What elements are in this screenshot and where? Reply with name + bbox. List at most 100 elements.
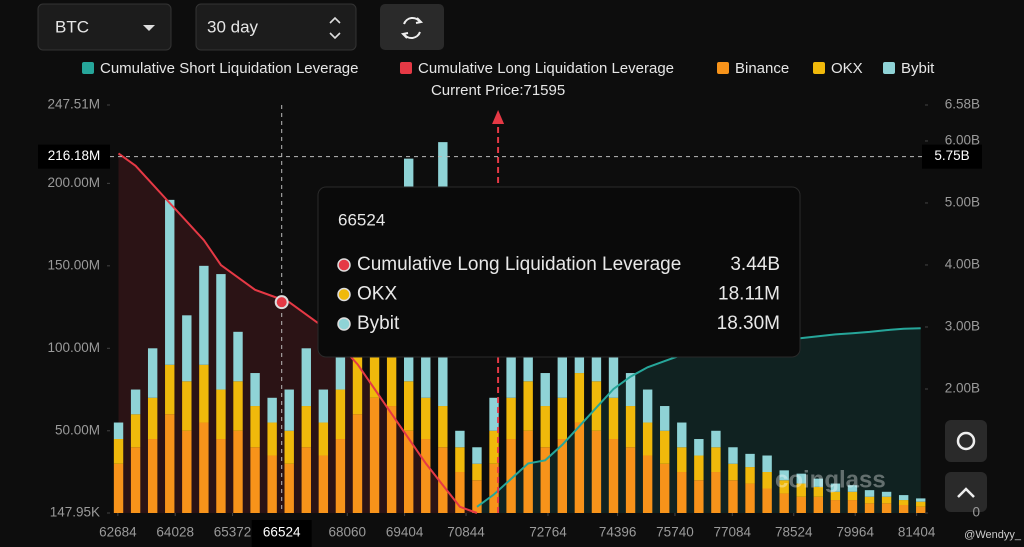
bar <box>779 480 789 494</box>
spinner <box>329 16 341 40</box>
bar <box>233 381 243 431</box>
bar <box>830 491 841 501</box>
bar <box>916 506 926 513</box>
bar <box>830 483 841 492</box>
dropdown[interactable] <box>37 3 172 51</box>
x-tick-label: 79964 <box>836 525 874 540</box>
tooltip-dot <box>337 317 351 331</box>
bar <box>881 496 892 504</box>
bar <box>762 455 772 473</box>
dropdown[interactable] <box>195 3 357 51</box>
bar <box>557 348 567 398</box>
bar <box>898 495 909 501</box>
bar <box>523 381 533 431</box>
settings-button[interactable] <box>945 420 987 462</box>
bar <box>916 498 926 502</box>
scroll-top-button[interactable] <box>945 472 987 512</box>
bar <box>557 397 567 440</box>
bar <box>455 472 465 513</box>
tooltip-box <box>317 186 801 358</box>
bar <box>506 439 516 513</box>
crosshair-x-label: 66524 <box>263 525 301 540</box>
bar <box>711 430 721 448</box>
area <box>476 328 921 513</box>
bar <box>625 373 636 407</box>
bar <box>642 422 653 456</box>
y2-tick-label: 6.00B <box>945 133 980 148</box>
bar <box>386 340 397 407</box>
tooltip-value: 18.30M <box>717 313 780 334</box>
coin-select[interactable]: BTC <box>37 3 172 51</box>
bar <box>540 447 550 513</box>
bar <box>421 439 431 513</box>
bar <box>728 447 738 464</box>
button[interactable] <box>380 4 444 50</box>
bar <box>267 422 277 456</box>
y-tick-label: 147.95K <box>50 505 100 520</box>
bar <box>438 406 448 448</box>
refresh-button[interactable] <box>380 4 444 50</box>
bar <box>386 406 397 513</box>
bar <box>916 501 926 507</box>
y2-tick-label: 4.00B <box>945 257 980 272</box>
bar <box>199 364 209 423</box>
bar <box>165 414 175 513</box>
plot <box>113 142 926 514</box>
x-tick-label: 69404 <box>386 525 424 540</box>
bar <box>591 430 602 513</box>
bar <box>898 504 909 513</box>
bar <box>796 473 806 484</box>
bar <box>489 430 499 464</box>
bar <box>455 447 465 473</box>
bar <box>318 389 329 423</box>
bar <box>267 455 277 513</box>
bar <box>216 439 226 513</box>
tooltip-title: 66524 <box>338 210 385 229</box>
bar <box>591 381 602 431</box>
bar <box>677 472 687 513</box>
bar <box>864 496 875 504</box>
bar <box>318 422 329 456</box>
bar <box>165 364 175 415</box>
x-tick-label: 75740 <box>656 525 694 540</box>
bar <box>847 485 858 492</box>
bar <box>694 439 704 456</box>
bar <box>694 455 704 481</box>
crosshair-label-bg <box>38 144 110 169</box>
bar <box>199 422 209 513</box>
range-select[interactable]: 30 day <box>195 3 357 51</box>
bar <box>557 439 567 513</box>
gear-icon <box>956 431 976 451</box>
legend-swatch <box>813 62 825 74</box>
bar <box>113 439 124 464</box>
y2-tick-label: 3.00B <box>945 319 980 334</box>
bar <box>711 472 721 513</box>
tooltip-value: 18.11M <box>718 284 780 305</box>
bar <box>660 406 670 431</box>
bar <box>438 447 448 513</box>
bar <box>130 447 141 513</box>
bar <box>147 397 158 440</box>
bar <box>642 455 653 513</box>
bar <box>403 430 414 513</box>
bar <box>745 453 755 468</box>
legend-swatch <box>883 62 895 74</box>
bar <box>301 447 311 513</box>
bar <box>728 463 738 481</box>
bar <box>352 414 363 513</box>
bar <box>745 483 755 513</box>
coin-label: BTC <box>55 17 89 36</box>
bar <box>147 348 158 398</box>
watermark: coinglass <box>775 466 886 493</box>
legend-label: Bybit <box>901 60 935 77</box>
tooltip-dot <box>337 258 351 272</box>
x-tick-label: 62684 <box>99 525 137 540</box>
y-tick-label: 100.00M <box>47 340 100 355</box>
bar <box>250 447 260 513</box>
bar <box>455 430 465 448</box>
bar <box>728 480 738 513</box>
up-icon <box>957 487 975 498</box>
line <box>117 152 478 514</box>
bar <box>233 430 243 513</box>
